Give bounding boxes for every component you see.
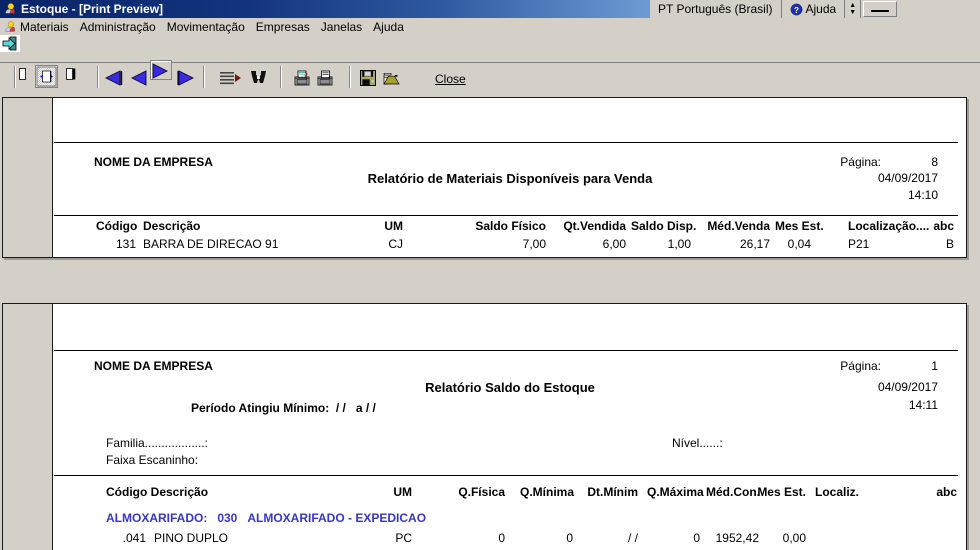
svg-text:?: ?	[794, 5, 799, 14]
